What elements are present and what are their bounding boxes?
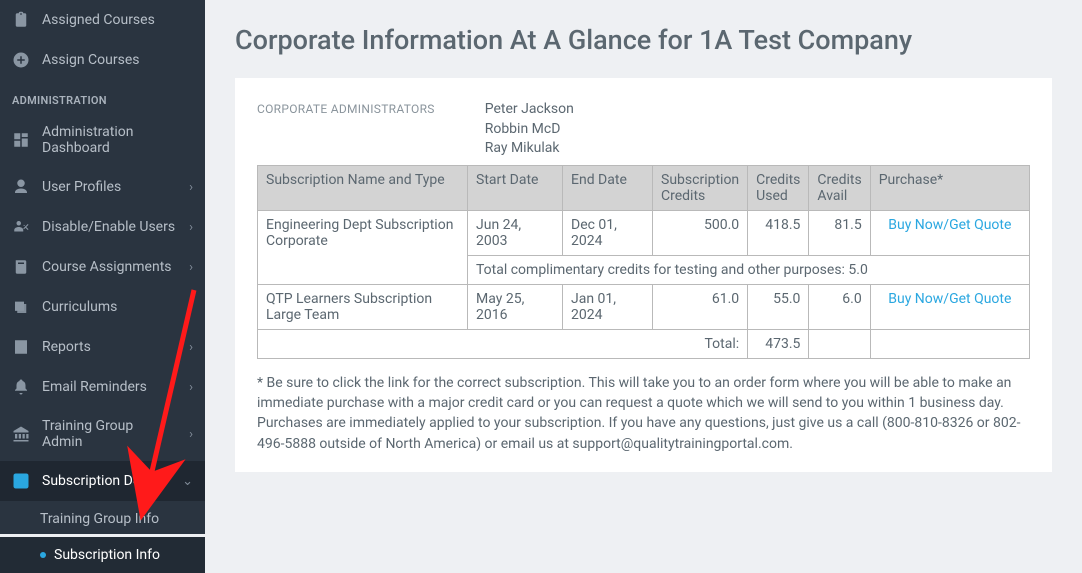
cell-avail: 6.0 [809,284,870,329]
footnote: * Be sure to click the link for the corr… [257,373,1030,454]
bell-icon [12,378,30,396]
chevron-right-icon: › [189,260,193,275]
th-purchase: Purchase* [870,165,1029,210]
subscriptions-table: Subscription Name and Type Start Date En… [257,165,1030,359]
admins-label: CORPORATE ADMINISTRATORS [257,100,435,159]
bank-icon [12,425,30,443]
chevron-right-icon: › [189,220,193,235]
plus-circle-icon [12,51,30,69]
layers-icon [12,298,30,316]
cell-avail: 81.5 [809,210,870,255]
sidebar-item-user-profiles[interactable]: User Profiles › [0,167,205,207]
sidebar-item-label: Email Reminders [42,379,177,395]
admin-name: Robbin McD [485,120,574,140]
book-icon [12,258,30,276]
th-end: End Date [563,165,653,210]
sidebar-item-admin-dashboard[interactable]: Administration Dashboard [0,113,205,167]
sidebar: Assigned Courses Assign Courses ADMINIST… [0,0,205,534]
sidebar-sub-subscription-info[interactable]: Subscription Info [0,537,205,573]
chevron-right-icon: › [189,300,193,315]
report-icon [12,338,30,356]
admins-names: Peter Jackson Robbin McD Ray Mikulak [485,100,574,159]
buy-now-link[interactable]: Buy Now/Get Quote [888,217,1011,233]
cell-note: Total complimentary credits for testing … [468,255,1030,284]
empty-cell [809,329,870,358]
total-label: Total: [258,329,748,358]
sidebar-item-label: Curriculums [42,299,177,315]
total-value: 473.5 [748,329,809,358]
sidebar-section-header: ADMINISTRATION [0,80,205,113]
sidebar-item-label: Reports [42,339,177,355]
cell-end: Jan 01, 2024 [563,284,653,329]
chevron-right-icon: › [189,427,193,442]
search-icon [12,472,30,490]
sidebar-item-assigned-courses[interactable]: Assigned Courses [0,0,205,40]
info-card: CORPORATE ADMINISTRATORS Peter Jackson R… [235,78,1052,472]
dashboard-icon [12,131,30,149]
cell-credits: 61.0 [653,284,748,329]
chevron-right-icon: › [189,380,193,395]
sidebar-item-label: Assigned Courses [42,12,193,28]
chevron-right-icon: › [189,180,193,195]
sidebar-item-disable-enable-users[interactable]: Disable/Enable Users › [0,207,205,247]
sidebar-item-reports[interactable]: Reports › [0,327,205,367]
cell-end: Dec 01, 2024 [563,210,653,255]
cell-credits: 500.0 [653,210,748,255]
sidebar-sub-label: Training Group Info [40,511,159,527]
sidebar-item-label: Assign Courses [42,52,193,68]
sidebar-item-assign-courses[interactable]: Assign Courses [0,40,205,80]
cell-name: QTP Learners Subscription Large Team [258,284,468,329]
main-content: Corporate Information At A Glance for 1A… [205,0,1082,534]
sidebar-item-course-assignments[interactable]: Course Assignments › [0,247,205,287]
sidebar-item-label: Disable/Enable Users [42,219,177,235]
chevron-right-icon: › [189,340,193,355]
sidebar-sub-training-group-info[interactable]: Training Group Info [0,501,205,537]
cell-name: Engineering Dept Subscription Corporate [258,210,468,284]
toggle-users-icon [12,218,30,236]
buy-now-link[interactable]: Buy Now/Get Quote [888,291,1011,307]
admins-block: CORPORATE ADMINISTRATORS Peter Jackson R… [257,100,1030,159]
empty-cell [870,329,1029,358]
admin-name: Ray Mikulak [485,139,574,159]
table-total-row: Total: 473.5 [258,329,1030,358]
user-icon [12,178,30,196]
sidebar-item-label: Course Assignments [42,259,177,275]
th-credits: Subscription Credits [653,165,748,210]
cell-used: 418.5 [748,210,809,255]
th-avail: Credits Avail [809,165,870,210]
cell-used: 55.0 [748,284,809,329]
table-row: QTP Learners Subscription Large Team May… [258,284,1030,329]
sidebar-item-training-group-admin[interactable]: Training Group Admin › [0,407,205,461]
page-title: Corporate Information At A Glance for 1A… [235,24,1052,56]
chevron-down-icon: ⌄ [182,474,193,489]
table-row: Engineering Dept Subscription Corporate … [258,210,1030,255]
sidebar-sub-label: Subscription Info [54,547,160,563]
sidebar-item-curriculums[interactable]: Curriculums › [0,287,205,327]
th-name: Subscription Name and Type [258,165,468,210]
clipboard-icon [12,11,30,29]
table-header-row: Subscription Name and Type Start Date En… [258,165,1030,210]
th-used: Credits Used [748,165,809,210]
th-start: Start Date [468,165,563,210]
sidebar-item-label: Administration Dashboard [42,124,193,156]
sidebar-item-label: Training Group Admin [42,418,177,450]
sidebar-item-label: Subscription Details [42,473,170,489]
sidebar-item-email-reminders[interactable]: Email Reminders › [0,367,205,407]
admin-name: Peter Jackson [485,100,574,120]
cell-start: May 25, 2016 [468,284,563,329]
sidebar-item-subscription-details[interactable]: Subscription Details ⌄ [0,461,205,501]
cell-start: Jun 24, 2003 [468,210,563,255]
bullet-icon [40,552,46,558]
sidebar-item-label: User Profiles [42,179,177,195]
